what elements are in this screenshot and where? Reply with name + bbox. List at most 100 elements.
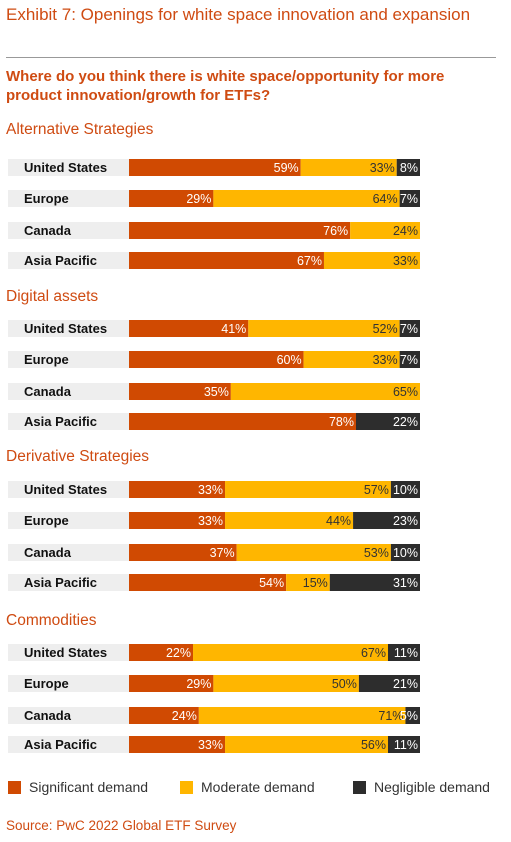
bar-segment-moderate [225,512,354,529]
bar-row-2-united-states: United States 33% 57% 10% [8,481,420,498]
row-label-background [8,320,129,337]
bar-segment-moderate [303,351,400,368]
title-divider [6,57,496,58]
bar-segment-significant [129,252,324,269]
row-label-canada: Canada [24,708,72,723]
row-label-background [8,544,129,561]
row-label-canada: Canada [24,545,72,560]
data-label-moderate: 64% [373,192,398,206]
bar-segment-moderate [225,481,391,498]
data-label-negligible: 7% [400,192,418,206]
bar-segment-moderate [286,574,330,591]
legend-item-significant: Significant demand [8,778,148,796]
bar-row-1-europe: Europe 60% 33% 7% [8,351,420,368]
bar-segment-negligible [399,190,420,207]
bar-segment-negligible [399,351,420,368]
bar-segment-significant [129,512,226,529]
bar-segment-significant [129,544,237,561]
bar-segment-negligible [396,159,420,176]
bar-segment-significant [129,707,199,724]
data-label-moderate: 57% [364,483,389,497]
legend-swatch-significant [8,780,21,794]
legend-swatch-moderate [180,780,193,794]
bar-row-2-canada: Canada 37% 53% 10% [8,544,420,561]
bar-segment-moderate [198,707,406,724]
bar-segment-significant [129,574,287,591]
data-label-significant: 29% [186,192,211,206]
bar-segment-negligible [390,544,420,561]
row-label-europe: Europe [24,191,69,206]
row-label-europe: Europe [24,513,69,528]
data-label-significant: 41% [221,322,246,336]
data-label-significant: 37% [210,546,235,560]
data-label-negligible: 21% [393,677,418,691]
bar-segment-significant [129,736,226,753]
data-label-negligible: 22% [393,415,418,429]
data-label-moderate: 53% [364,546,389,560]
data-label-negligible: 7% [400,322,418,336]
row-label-background [8,351,129,368]
legend-item-moderate: Moderate demand [180,778,315,796]
data-label-moderate: 65% [393,385,418,399]
bar-segment-negligible [329,574,420,591]
row-label-europe: Europe [24,352,69,367]
bar-segment-moderate [323,252,420,269]
bar-segment-negligible [405,707,420,724]
bar-row-1-canada: Canada 35% 65% [8,383,420,400]
bar-row-3-asia-pacific: Asia Pacific 33% 56% 11% [8,736,420,753]
data-label-negligible: 8% [400,161,418,175]
row-label-background [8,159,129,176]
bar-segment-significant [129,644,194,661]
bar-row-2-asia-pacific: Asia Pacific 54% 15% 31% [8,574,420,591]
row-label-canada: Canada [24,384,72,399]
row-label-united-states: United States [24,482,107,497]
data-label-moderate: 71% [378,709,403,723]
row-label-united-states: United States [24,645,107,660]
bar-row-3-europe: Europe 29% 50% 21% [8,675,420,692]
row-label-background [8,574,129,591]
chart-title: Exhibit 7: Openings for white space inno… [6,5,471,24]
data-label-significant: 29% [186,677,211,691]
bar-segment-significant [129,675,214,692]
data-label-negligible: 7% [400,353,418,367]
bar-segment-significant [129,222,351,239]
data-label-negligible: 10% [393,546,418,560]
row-label-background [8,512,129,529]
row-label-europe: Europe [24,676,69,691]
legend-swatch-negligible [353,780,366,794]
data-label-negligible: 31% [393,576,418,590]
row-label-background [8,675,129,692]
bar-row-3-canada: Canada 24% 71%5% [8,707,420,724]
data-label-moderate: 33% [370,161,395,175]
bar-segment-moderate [248,320,400,337]
data-label-moderate: 15% [303,576,328,590]
data-label-significant: 33% [198,738,223,752]
bar-segment-significant [129,351,304,368]
bar-segment-significant [129,320,249,337]
bar-row-1-asia-pacific: Asia Pacific 78% 22% [8,413,420,430]
group-title-alternative-strategies: Alternative Strategies [6,121,154,138]
data-label-moderate: 33% [373,353,398,367]
row-label-asia-pacific: Asia Pacific [24,414,97,429]
row-label-background [8,413,129,430]
row-label-background [8,383,129,400]
data-label-significant: 78% [329,415,354,429]
data-label-significant: 24% [172,709,197,723]
data-label-moderate: 33% [393,254,418,268]
data-label-significant: 22% [166,646,191,660]
bar-segment-negligible [387,736,420,753]
legend-label-significant: Significant demand [29,779,149,795]
bar-segment-moderate [213,675,359,692]
source-note: Source: PwC 2022 Global ETF Survey [6,818,237,833]
bar-segment-significant [129,159,301,176]
bar-segment-negligible [355,413,420,430]
data-label-significant: 33% [198,514,223,528]
bar-segment-significant [129,481,226,498]
data-label-negligible: 11% [394,738,418,752]
bar-segment-moderate [225,736,388,753]
data-label-significant: 35% [204,385,229,399]
row-label-background [8,190,129,207]
data-label-moderate: 52% [373,322,398,336]
bar-row-3-united-states: United States 22% 67% 11% [8,644,420,661]
bar-row-2-europe: Europe 33% 44% 23% [8,512,420,529]
